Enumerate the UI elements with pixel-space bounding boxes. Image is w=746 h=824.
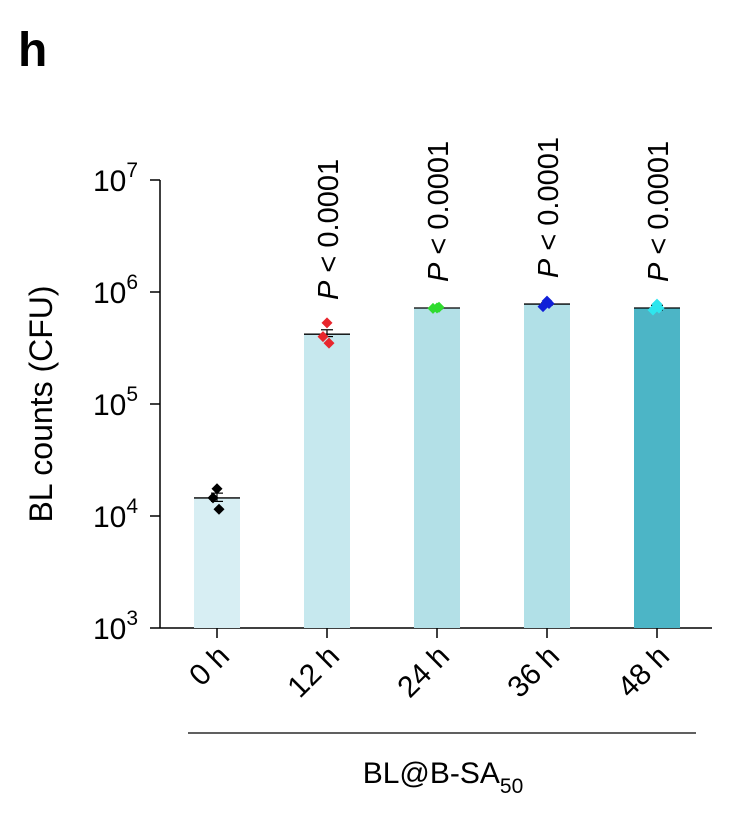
data-point: [213, 503, 225, 515]
p-value-symbol: P: [313, 280, 345, 300]
p-value-label: P < 0.0001: [533, 137, 565, 278]
group-label-main: BL@B-SA: [363, 757, 500, 790]
y-tick-exponent: 4: [126, 495, 138, 518]
y-tick-exponent: 3: [126, 607, 138, 630]
bar: [194, 497, 240, 628]
x-tick-label: 12 h: [281, 640, 346, 705]
y-tick-label: 107: [93, 159, 138, 198]
p-value-symbol: P: [533, 258, 565, 278]
y-tick-label: 105: [93, 383, 138, 422]
data-points: [207, 295, 665, 515]
p-value-text: < 0.0001: [643, 141, 675, 263]
data-point: [543, 297, 555, 309]
y-tick-label: 103: [93, 607, 138, 646]
data-point: [317, 331, 329, 343]
bar: [524, 304, 570, 628]
y-tick-base: 10: [93, 501, 126, 534]
y-axis-label: BL counts (CFU): [23, 285, 59, 522]
data-point: [211, 483, 223, 495]
group-label-subscript: 50: [500, 775, 523, 798]
data-point: [323, 337, 335, 349]
x-tick-label: 36 h: [501, 640, 566, 705]
y-tick-base: 10: [93, 277, 126, 310]
data-point: [321, 317, 333, 329]
bar: [414, 307, 460, 628]
p-value-label: P < 0.0001: [423, 141, 455, 282]
y-tick-exponent: 6: [126, 271, 138, 294]
y-tick-label: 106: [93, 271, 138, 310]
p-value-label: P < 0.0001: [313, 159, 345, 300]
y-tick-label: 104: [93, 495, 138, 534]
group-label: BL@B-SA50: [363, 757, 524, 798]
y-tick-exponent: 7: [126, 159, 138, 182]
data-point: [207, 492, 219, 504]
y-tick-base: 10: [93, 165, 126, 198]
p-value-label: P < 0.0001: [643, 141, 675, 282]
data-point: [653, 302, 665, 314]
panel-label: h: [18, 24, 47, 77]
y-tick-base: 10: [93, 613, 126, 646]
p-value-symbol: P: [643, 262, 675, 282]
p-value-symbol: P: [423, 262, 455, 282]
x-tick-label: 0 h: [183, 640, 236, 693]
bar: [304, 334, 350, 628]
y-tick-exponent: 5: [126, 383, 138, 406]
y-tick-base: 10: [93, 389, 126, 422]
x-ticks: 0 h 12 h 24 h 36 h 48 h: [183, 628, 676, 704]
x-tick-label: 48 h: [611, 640, 676, 705]
p-value-text: < 0.0001: [533, 137, 565, 259]
data-point: [433, 301, 445, 313]
bar: [634, 307, 680, 628]
p-value-text: < 0.0001: [313, 159, 345, 281]
p-value-text: < 0.0001: [423, 141, 455, 263]
bars: [194, 304, 680, 628]
x-tick-label: 24 h: [391, 640, 456, 705]
